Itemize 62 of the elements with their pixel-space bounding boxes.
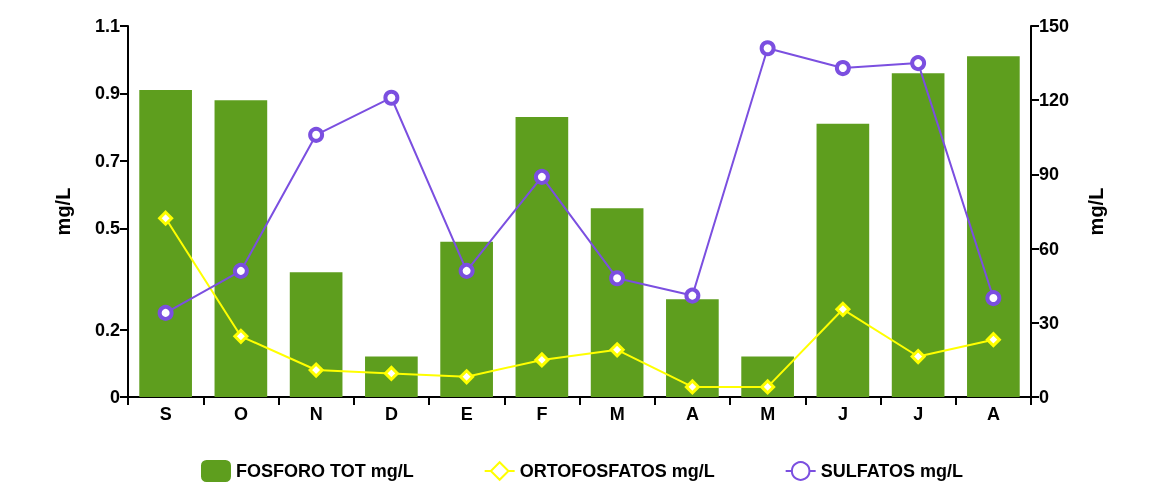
y-tick-label: 0.9 <box>94 83 120 104</box>
point <box>835 301 851 317</box>
point <box>985 332 1001 348</box>
y-tick-label: 1.1 <box>94 16 120 36</box>
bar <box>590 208 644 397</box>
point <box>383 89 400 106</box>
legend-label: FOSFORO TOT mg/L <box>235 461 414 481</box>
x-tick-label: E <box>460 404 473 424</box>
y2-tick-label: 90 <box>1039 164 1060 185</box>
point <box>308 362 324 378</box>
point <box>459 369 475 385</box>
y2-tick-label: 0 <box>1039 387 1050 407</box>
legend-label: ORTOFOSFATOS mg/L <box>519 461 715 481</box>
bar <box>666 299 719 397</box>
x-tick-label: A <box>986 404 1000 424</box>
x-tick-label: M <box>609 404 625 424</box>
point <box>834 60 851 77</box>
point <box>684 287 701 304</box>
y2-tick-label: 60 <box>1039 238 1060 259</box>
x-tick-label: S <box>159 404 172 424</box>
point <box>759 40 776 57</box>
point <box>458 262 475 279</box>
y-tick-label: 0.5 <box>94 218 120 239</box>
point <box>233 328 249 344</box>
bar <box>440 241 493 397</box>
x-tick-label: F <box>536 404 548 424</box>
point <box>910 55 927 72</box>
y-tick-label: 0 <box>109 387 120 407</box>
legend-label: SULFATOS mg/L <box>820 461 964 481</box>
point <box>157 304 174 321</box>
y2-tick-label: 120 <box>1039 90 1070 111</box>
y-tick-label: 0.2 <box>94 319 120 340</box>
point <box>760 379 776 395</box>
x-tick-label: M <box>760 404 776 424</box>
bar <box>214 100 268 397</box>
x-tick-label: J <box>913 404 924 424</box>
x-tick-label: J <box>837 404 848 424</box>
x-tick-label: D <box>384 404 398 424</box>
bar <box>816 123 870 397</box>
point <box>308 126 325 143</box>
bar <box>967 56 1020 397</box>
y-axis-title: mg/L <box>52 187 74 236</box>
point <box>609 342 625 358</box>
bar <box>289 272 343 397</box>
point <box>609 270 626 287</box>
y2-tick-label: 150 <box>1039 16 1070 36</box>
point <box>232 262 249 279</box>
x-tick-label: O <box>233 404 248 424</box>
point <box>910 349 926 365</box>
x-tick-label: A <box>685 404 699 424</box>
bar <box>515 117 569 397</box>
y2-tick-label: 30 <box>1039 312 1060 333</box>
bar <box>139 90 192 397</box>
point <box>158 210 174 226</box>
y-tick-label: 0.7 <box>94 150 120 171</box>
y2-axis-title: mg/L <box>1085 187 1107 236</box>
point <box>985 290 1002 307</box>
x-tick-label: N <box>309 404 323 424</box>
point <box>533 168 550 185</box>
bar <box>891 73 945 397</box>
point <box>684 379 700 395</box>
point <box>534 352 550 368</box>
